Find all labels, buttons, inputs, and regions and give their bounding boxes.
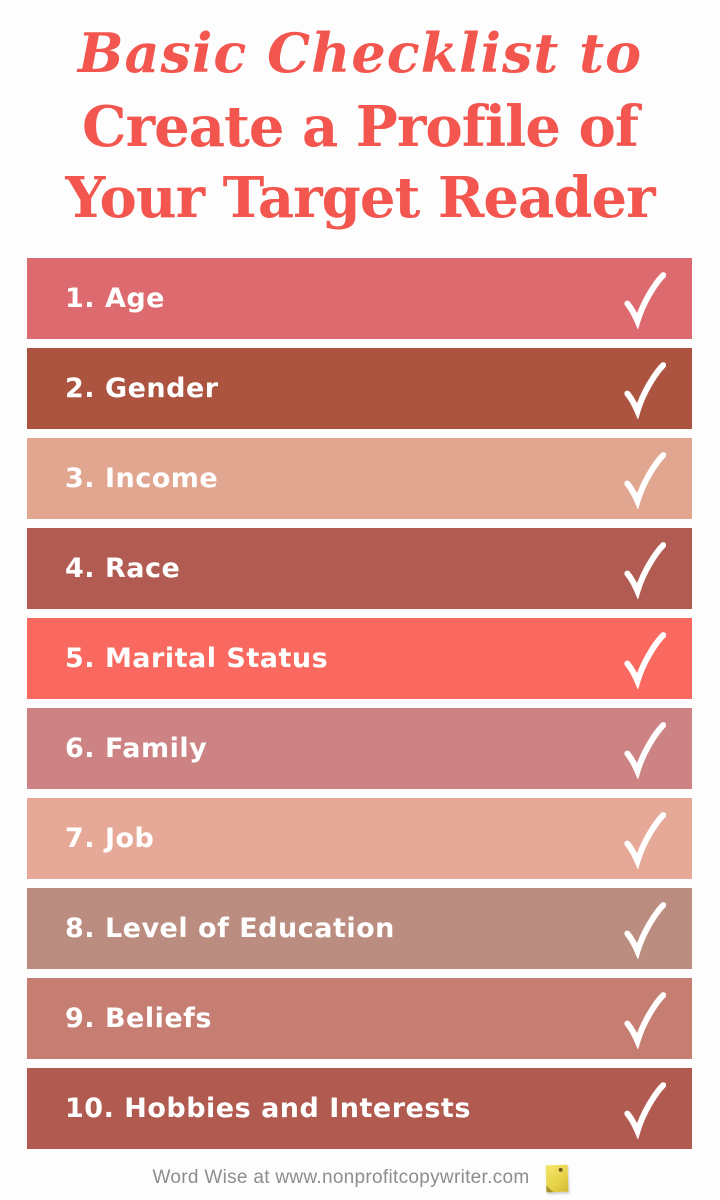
checklist-row: 10. Hobbies and Interests — [27, 1068, 692, 1149]
title-block: Basic Checklist to Create a Profile of Y… — [0, 14, 720, 233]
checklist-row: 1. Age — [27, 258, 692, 339]
checkmark-icon — [624, 1081, 666, 1139]
row-label: 10. Hobbies and Interests — [65, 1093, 471, 1124]
checklist-row: 4. Race — [27, 528, 692, 609]
checkmark-icon — [624, 991, 666, 1049]
row-label: 3. Income — [65, 463, 219, 494]
title-script-line: Basic Checklist to — [77, 21, 643, 85]
checklist-row: 9. Beliefs — [27, 978, 692, 1059]
row-label: 6. Family — [65, 733, 208, 764]
checklist-row: 7. Job — [27, 798, 692, 879]
row-label: 8. Level of Education — [65, 913, 395, 944]
checkmark-icon — [624, 811, 666, 869]
title-line-1: Create a Profile of — [82, 94, 639, 161]
row-label: 2. Gender — [65, 373, 219, 404]
checklist-row: 2. Gender — [27, 348, 692, 429]
checklist-row: 5. Marital Status — [27, 618, 692, 699]
checklist-row: 3. Income — [27, 438, 692, 519]
footer: Word Wise at www.nonprofitcopywriter.com — [0, 1156, 720, 1200]
checkmark-icon — [624, 451, 666, 509]
row-label: 7. Job — [65, 823, 155, 854]
checklist-row: 8. Level of Education — [27, 888, 692, 969]
checkmark-icon — [624, 361, 666, 419]
checkmark-icon — [624, 721, 666, 779]
checklist-row: 6. Family — [27, 708, 692, 789]
checkmark-icon — [624, 541, 666, 599]
row-label: 9. Beliefs — [65, 1003, 212, 1034]
checkmark-icon — [624, 631, 666, 689]
checkmark-icon — [624, 271, 666, 329]
credit-text: Word Wise at www.nonprofitcopywriter.com — [152, 1167, 530, 1188]
checkmark-icon — [624, 901, 666, 959]
checklist: 1. Age 2. Gender 3. Income 4. Race 5. Marita… — [27, 258, 692, 1158]
sticky-note-icon — [545, 1164, 568, 1192]
row-label: 1. Age — [65, 283, 165, 314]
title-line-2: Your Target Reader — [65, 164, 655, 231]
row-label: 5. Marital Status — [65, 643, 329, 674]
row-label: 4. Race — [65, 553, 181, 584]
